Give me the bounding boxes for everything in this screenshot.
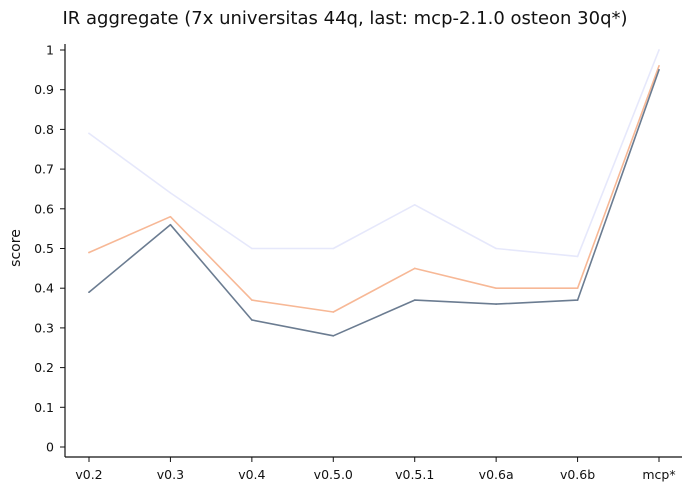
data-point xyxy=(332,247,335,250)
y-tick-label: 0.8 xyxy=(34,122,54,137)
data-point xyxy=(169,223,172,226)
data-point xyxy=(658,69,660,71)
x-tick-label: v0.3 xyxy=(157,467,184,482)
y-tick-label: 1 xyxy=(46,43,54,58)
x-tick-label: v0.6b xyxy=(560,467,595,482)
series-line-1 xyxy=(88,49,660,258)
data-point xyxy=(576,255,579,258)
data-point xyxy=(251,299,253,301)
x-tick-label: v0.5.1 xyxy=(395,467,434,482)
data-point xyxy=(495,303,497,305)
data-point xyxy=(169,215,172,218)
series-line-2 xyxy=(88,65,660,313)
x-tick-label: mcp* xyxy=(642,467,675,482)
data-point xyxy=(251,247,253,250)
data-point xyxy=(169,192,172,194)
y-axis-label: score xyxy=(8,229,24,267)
data-point xyxy=(495,247,497,250)
y-tick-label: 0.6 xyxy=(34,201,54,216)
data-point xyxy=(658,49,660,51)
y-tick-label: 0.7 xyxy=(34,162,54,177)
y-tick-label: 0.4 xyxy=(34,281,54,296)
data-point xyxy=(88,251,90,254)
data-point xyxy=(576,299,579,301)
axes: 0 0.1 0.2 0.3 0.4 0.5 0.6 0.7 0.8 0.9 1 v0.2 v0.3 v0.… xyxy=(34,43,682,482)
y-tick-label: 0.1 xyxy=(34,400,54,415)
y-tick-label: 0.3 xyxy=(34,320,54,335)
chart-title: IR aggregate (7x universitas 44q, last: … xyxy=(62,8,628,29)
y-tick-label: 0 xyxy=(46,440,54,455)
data-point xyxy=(413,299,416,301)
data-point xyxy=(413,267,416,270)
x-tick-label: v0.6a xyxy=(479,467,514,482)
data-point xyxy=(413,204,416,206)
data-point xyxy=(332,311,335,313)
y-tick-label: 0.5 xyxy=(34,241,54,256)
data-point xyxy=(88,132,90,135)
x-tick-label: v0.4 xyxy=(238,467,265,482)
y-tick-label: 0.2 xyxy=(34,360,54,375)
data-point xyxy=(658,65,660,67)
x-tick-label: v0.2 xyxy=(75,467,102,482)
x-tick-label: v0.5.0 xyxy=(314,467,353,482)
y-axis-title: score xyxy=(8,229,24,267)
data-point xyxy=(495,287,497,290)
data-point xyxy=(88,291,90,293)
y-tick-label: 0.9 xyxy=(34,82,54,97)
data-point xyxy=(576,287,579,290)
data-point xyxy=(332,335,335,337)
series-layer xyxy=(88,49,660,337)
data-point xyxy=(251,319,253,321)
series-line-3 xyxy=(88,69,660,337)
